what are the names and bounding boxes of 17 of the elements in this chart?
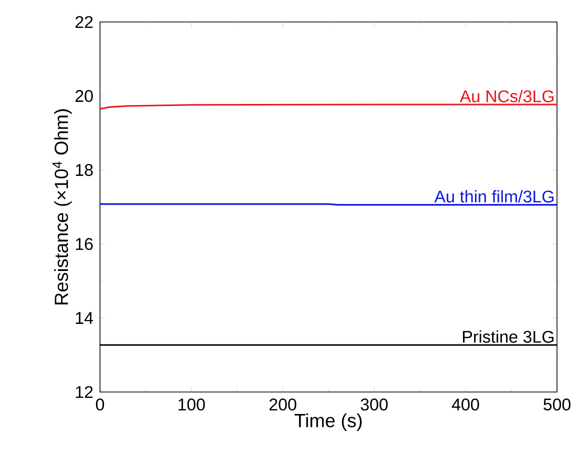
x-tick-label: 500 — [544, 398, 570, 411]
y-axis-title: Resistance (×10$^{4}$ Ohm) — [52, 109, 72, 304]
x-tick-label: 100 — [178, 398, 205, 411]
y-tick-label: 16 — [76, 238, 93, 250]
y-tick-label: 12 — [76, 386, 93, 398]
y-tick-label: 14 — [76, 312, 93, 324]
x-tick-label: 400 — [452, 398, 480, 411]
x-tick-label: 200 — [270, 398, 296, 411]
series-label: Au NCs/3LG — [460, 90, 554, 102]
y-tick-label: 22 — [76, 16, 93, 28]
x-axis-title: Time (s) — [294, 413, 362, 431]
y-tick-label: 18 — [76, 164, 93, 176]
y-tick-label: 20 — [76, 90, 93, 102]
series-label: Pristine 3LG — [463, 330, 554, 343]
series-label: Au thin film/3LG — [434, 190, 554, 203]
x-tick-label: 0 — [96, 398, 104, 411]
x-tick-label: 300 — [360, 398, 388, 411]
